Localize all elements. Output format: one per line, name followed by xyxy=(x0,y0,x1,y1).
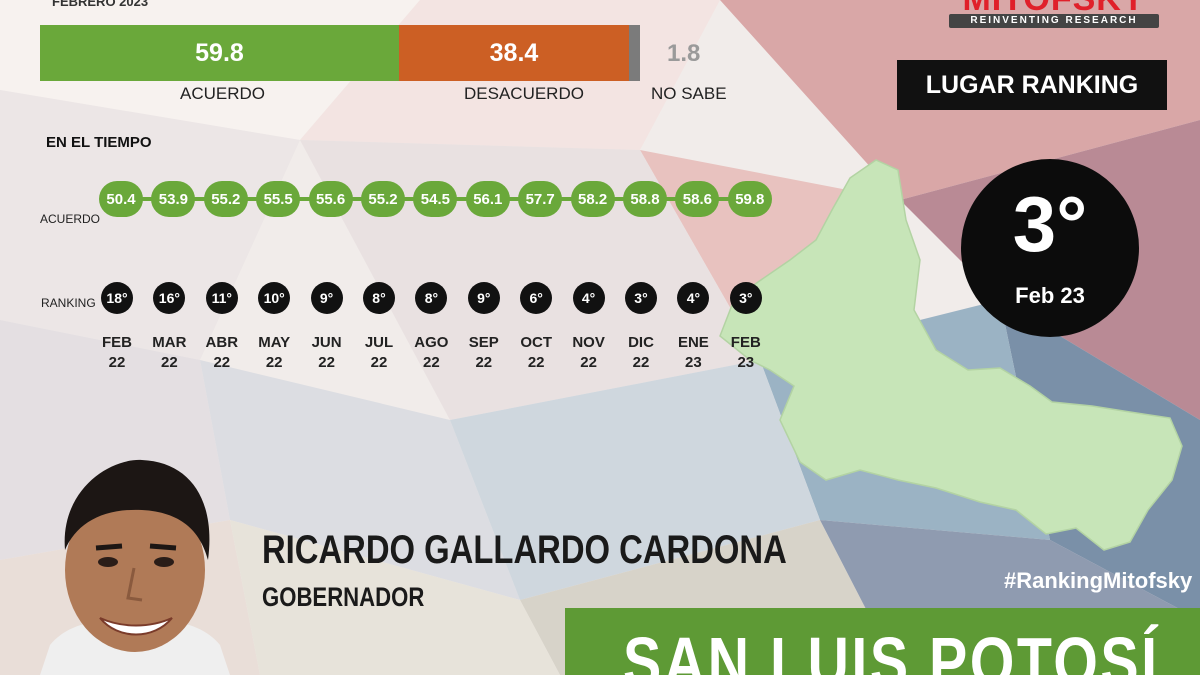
acuerdo-point-2: 55.2 xyxy=(203,181,248,217)
timeline-chart xyxy=(0,0,1,1)
acuerdo-point-6: 54.5 xyxy=(413,181,458,217)
month-label-1: MAR 22 xyxy=(141,333,197,373)
month-label-mon: AGO xyxy=(414,334,449,351)
acuerdo-point-7: 56.1 xyxy=(465,181,510,217)
month-label-yr: 22 xyxy=(632,354,650,371)
bar-segment-acuerdo: 59.8 xyxy=(40,25,399,81)
month-label-mon: ABR xyxy=(205,334,239,351)
month-label-yr: 23 xyxy=(685,354,702,371)
month-label-11: ENE 23 xyxy=(665,333,721,373)
month-label-yr: 22 xyxy=(108,354,126,371)
state-name-banner: SAN LUIS POTOSÍ xyxy=(565,608,1200,675)
survey-date-label: FEBRERO 2023 xyxy=(52,0,149,9)
month-label-yr: 22 xyxy=(265,354,283,371)
approval-stacked-bar: 59.8 38.4 xyxy=(40,25,640,81)
ranking-point-9: 4° xyxy=(572,282,605,314)
mitofsky-logo: MITOFSKY REINVENTING RESEARCH xyxy=(935,0,1173,34)
timeline-acuerdo-row-label: ACUERDO xyxy=(40,212,101,226)
month-label-mon: FEB xyxy=(102,334,132,351)
logo-wordmark: MITOFSKY xyxy=(935,0,1173,16)
ranking-point-6: 8° xyxy=(415,282,448,314)
month-label-6: AGO 22 xyxy=(403,333,459,373)
ranking-point-10: 3° xyxy=(625,282,657,314)
acuerdo-point-8: 57.7 xyxy=(518,181,563,217)
month-label-3: MAY 22 xyxy=(246,333,302,373)
month-label-yr: 22 xyxy=(213,354,231,371)
hashtag-text: #RankingMitofsky xyxy=(1004,568,1193,593)
bar-label-no-sabe: NO SABE xyxy=(651,84,727,103)
month-label-yr: 22 xyxy=(475,354,493,371)
month-label-yr: 22 xyxy=(527,354,545,371)
month-label-0: FEB 22 xyxy=(89,333,145,373)
month-label-4: JUN 22 xyxy=(299,333,355,373)
month-label-yr: 23 xyxy=(737,354,755,371)
month-label-mon: NOV xyxy=(572,334,605,351)
acuerdo-point-10: 58.8 xyxy=(623,181,667,217)
acuerdo-point-0: 50.4 xyxy=(99,181,143,217)
ranking-place-date: Feb 23 xyxy=(1015,283,1085,308)
bar-segment-no-sabe xyxy=(629,25,640,81)
ranking-place-value: 3° xyxy=(1012,180,1088,268)
state-map xyxy=(719,159,1183,551)
month-label-7: SEP 22 xyxy=(456,333,512,373)
month-label-yr: 22 xyxy=(318,354,335,371)
month-label-yr: 22 xyxy=(161,354,178,371)
month-label-mon: FEB xyxy=(730,334,761,351)
timeline-title: EN EL TIEMPO xyxy=(46,134,152,151)
acuerdo-point-4: 55.6 xyxy=(308,181,353,217)
ranking-point-2: 11° xyxy=(205,282,238,314)
state-map-shape xyxy=(719,159,1183,551)
bar-label-acuerdo: ACUERDO xyxy=(180,84,266,103)
acuerdo-point-5: 55.2 xyxy=(361,181,405,217)
ranking-point-11: 4° xyxy=(677,282,710,314)
governor-photo xyxy=(40,459,230,675)
month-label-mon: DIC xyxy=(628,334,654,351)
governor-name: RICARDO GALLARDO CARDONA xyxy=(262,528,787,572)
ranking-point-12: 3° xyxy=(729,282,762,314)
ranking-point-1: 16° xyxy=(153,282,186,314)
month-label-yr: 22 xyxy=(580,354,597,371)
month-label-mon: SEP xyxy=(468,334,499,351)
ranking-point-8: 6° xyxy=(520,282,553,314)
timeline-ranking-row-label: RANKING xyxy=(41,296,96,310)
month-label-9: NOV 22 xyxy=(561,333,617,373)
month-label-mon: MAR xyxy=(152,334,187,351)
logo-tagline: REINVENTING RESEARCH xyxy=(949,14,1159,28)
month-label-2: ABR 22 xyxy=(194,333,250,373)
ranking-point-5: 8° xyxy=(363,282,395,314)
month-label-8: OCT 22 xyxy=(508,333,564,373)
ranking-point-0: 18° xyxy=(101,282,133,314)
acuerdo-point-11: 58.6 xyxy=(675,181,720,217)
governor-role: GOBERNADOR xyxy=(262,582,425,612)
month-label-12: FEB 23 xyxy=(718,333,774,373)
month-label-mon: OCT xyxy=(520,334,553,351)
bar-segment-desacuerdo: 38.4 xyxy=(399,25,629,81)
month-label-mon: JUN xyxy=(311,334,342,351)
month-label-yr: 22 xyxy=(423,354,440,371)
month-label-mon: MAY xyxy=(258,334,291,351)
bar-label-desacuerdo: DESACUERDO xyxy=(464,84,584,103)
bar-value-acuerdo: 59.8 xyxy=(195,38,244,67)
acuerdo-point-9: 58.2 xyxy=(570,181,615,217)
bar-value-no-sabe: 1.8 xyxy=(667,40,701,67)
ranking-point-3: 10° xyxy=(258,282,291,314)
acuerdo-point-3: 55.5 xyxy=(256,181,301,217)
month-label-mon: ENE xyxy=(677,334,709,351)
bar-value-desacuerdo: 38.4 xyxy=(489,38,539,67)
month-label-10: DIC 22 xyxy=(613,333,669,373)
month-label-5: JUL 22 xyxy=(351,333,407,373)
ranking-point-4: 9° xyxy=(310,282,343,314)
ranking-title-box: LUGAR RANKING xyxy=(897,60,1167,110)
acuerdo-point-12: 59.8 xyxy=(727,181,772,217)
month-label-mon: JUL xyxy=(364,334,394,351)
ranking-point-7: 9° xyxy=(467,282,500,314)
ranking-place-badge: 3° Feb 23 xyxy=(961,159,1139,337)
acuerdo-point-1: 53.9 xyxy=(151,181,196,217)
month-label-yr: 22 xyxy=(370,354,388,371)
state-name: SAN LUIS POTOSÍ xyxy=(623,623,1160,675)
